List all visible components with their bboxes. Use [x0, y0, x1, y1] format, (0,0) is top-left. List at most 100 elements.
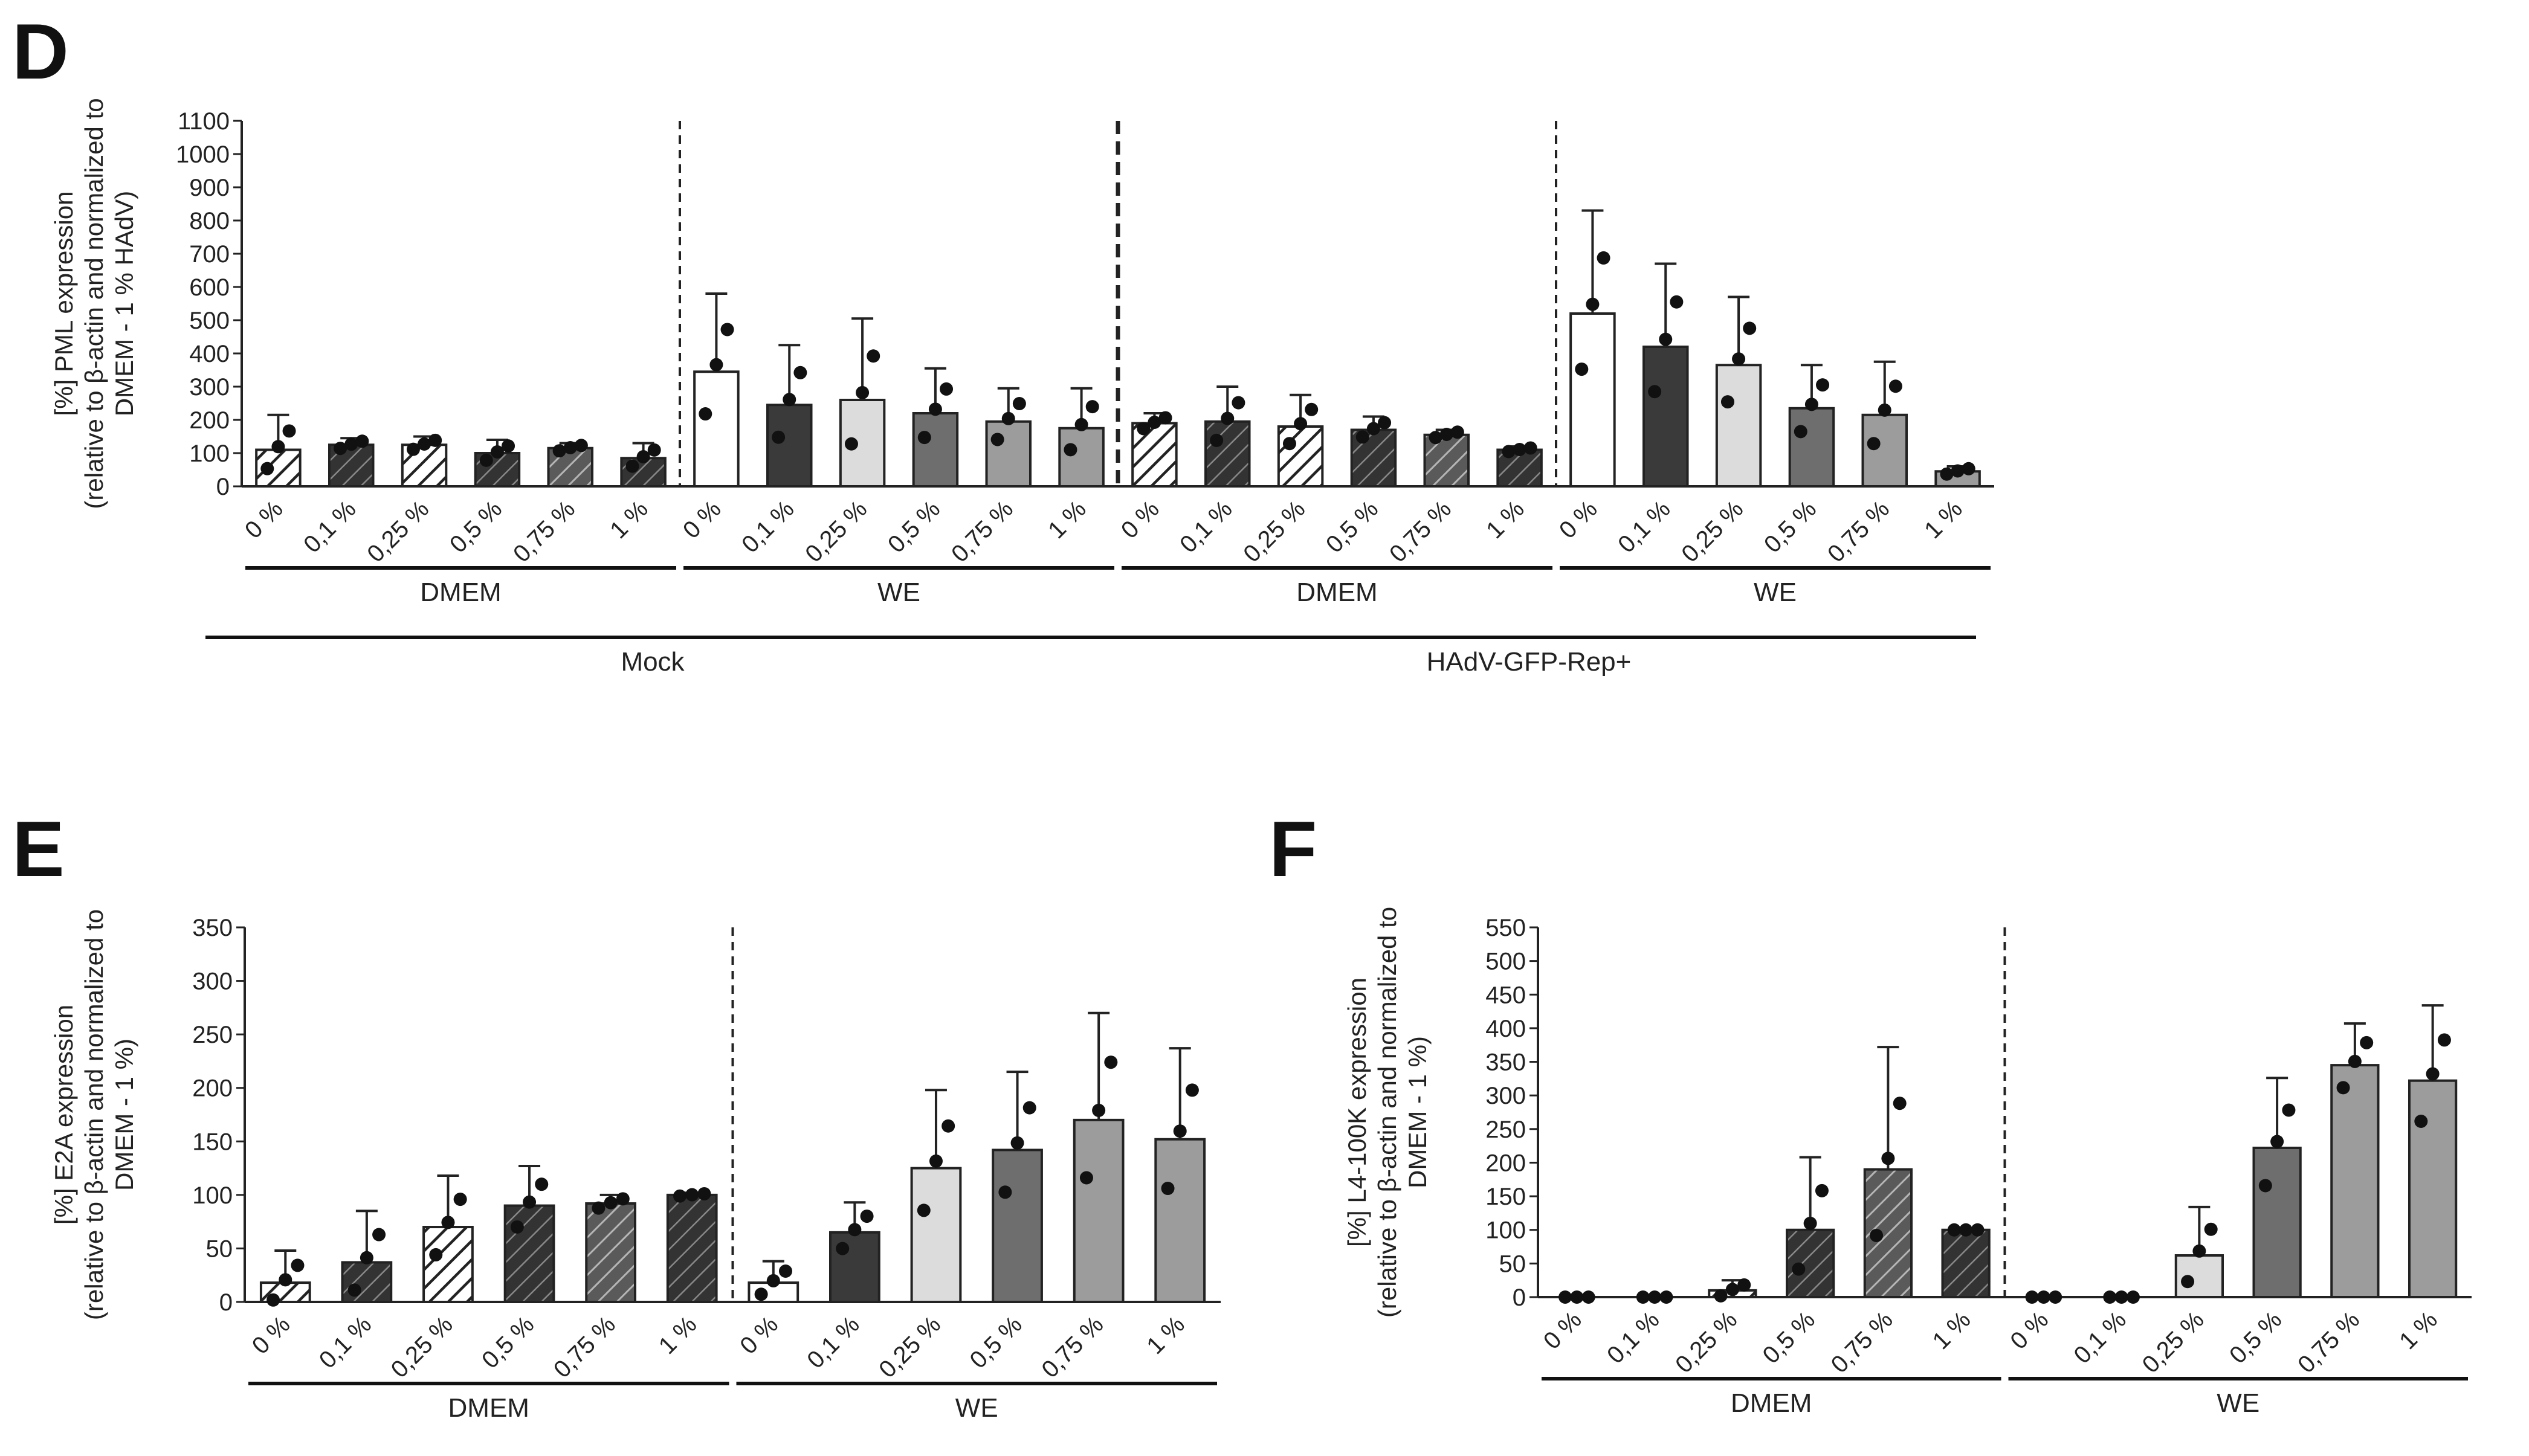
- data-point: [523, 1195, 537, 1209]
- y-tick-label: 0: [216, 474, 230, 500]
- x-tick-label: 0,25 %: [362, 495, 434, 567]
- data-point: [1720, 395, 1734, 409]
- x-tick-label: 1 %: [1928, 1306, 1976, 1355]
- x-tick-label: 0,25 %: [1670, 1306, 1742, 1378]
- data-point: [418, 437, 431, 451]
- data-point: [1725, 1283, 1739, 1297]
- x-tick-label: 0,5 %: [1759, 495, 1821, 558]
- data-point: [1867, 437, 1881, 451]
- x-tick-label: 0,75 %: [508, 495, 580, 567]
- data-point: [1732, 352, 1746, 366]
- y-axis-label: [%] E2A expression (relative to β-actin a…: [50, 909, 138, 1320]
- y-axis-label-line: (relative to β-actin and normalized to: [80, 98, 108, 509]
- data-point: [860, 1210, 874, 1223]
- data-point: [867, 349, 880, 363]
- data-point: [1636, 1290, 1650, 1304]
- data-point: [2049, 1290, 2062, 1304]
- panel-letter-e: E: [12, 805, 65, 893]
- x-tick-label: 0,5 %: [445, 495, 507, 558]
- data-point: [2360, 1036, 2374, 1049]
- data-point: [754, 1287, 768, 1301]
- y-tick-label: 150: [192, 1129, 233, 1155]
- data-point: [1429, 431, 1442, 445]
- x-tick-label: 1 %: [654, 1311, 702, 1359]
- data-point: [1232, 396, 1245, 410]
- y-axis-label-line: [%] E2A expression: [50, 1005, 78, 1225]
- data-point: [1714, 1289, 1728, 1303]
- data-point: [1570, 1290, 1584, 1304]
- x-tick-label: 0,25 %: [2137, 1306, 2209, 1378]
- x-tick-label: 0,25 %: [386, 1311, 458, 1383]
- bar: [910, 1167, 962, 1303]
- group-label: WE: [877, 578, 920, 607]
- data-point: [1085, 400, 1099, 414]
- data-point: [2258, 1179, 2272, 1193]
- data-point: [783, 393, 796, 407]
- data-point: [1648, 1290, 1662, 1304]
- data-point: [1450, 425, 1464, 439]
- x-tick-label: 0 %: [247, 1311, 296, 1359]
- bar: [1073, 1118, 1125, 1304]
- panel-letter-f: F: [1269, 805, 1317, 893]
- supergroup-label: Mock: [621, 647, 685, 677]
- data-point: [1148, 416, 1161, 430]
- x-tick-label: 0,5 %: [1758, 1306, 1820, 1368]
- y-axis-label-line: (relative to β-actin and normalized to: [80, 909, 108, 1320]
- data-point: [1888, 379, 1902, 393]
- data-point: [1947, 1223, 1961, 1237]
- data-point: [1878, 403, 1891, 417]
- x-tick-label: 0,75 %: [946, 495, 1018, 567]
- data-point: [1523, 441, 1537, 455]
- data-point: [1962, 462, 1975, 475]
- bar: [1058, 427, 1105, 488]
- x-tick-label: 0,1 %: [1613, 495, 1675, 558]
- group-label: WE: [955, 1393, 998, 1423]
- y-tick-label: 0: [1513, 1284, 1526, 1311]
- data-point: [502, 439, 515, 453]
- y-axis-label: [%] L4-100K expression (relative to β-act…: [1343, 907, 1432, 1318]
- data-point: [836, 1242, 850, 1255]
- data-point: [1221, 411, 1235, 425]
- data-point: [2126, 1290, 2140, 1304]
- bar: [585, 1202, 636, 1303]
- data-point: [2414, 1114, 2428, 1128]
- bar: [1786, 1228, 1835, 1299]
- data-point: [647, 443, 661, 457]
- data-point: [778, 1264, 792, 1278]
- data-point: [1185, 1083, 1199, 1097]
- data-point: [990, 433, 1004, 446]
- y-tick-label: 50: [1499, 1251, 1526, 1277]
- data-point: [699, 407, 712, 421]
- data-point: [942, 1119, 955, 1133]
- data-point: [1659, 332, 1673, 346]
- data-point: [406, 442, 420, 456]
- data-point: [673, 1189, 687, 1203]
- data-point: [355, 434, 369, 448]
- data-point: [1305, 402, 1319, 416]
- x-tick-label: 0,25 %: [874, 1311, 946, 1383]
- data-point: [279, 1273, 292, 1287]
- x-tick-label: 1 %: [605, 495, 653, 544]
- data-point: [479, 453, 493, 467]
- data-point: [1959, 1223, 1973, 1237]
- data-point: [625, 459, 639, 473]
- y-tick-label: 100: [189, 440, 230, 467]
- data-point: [1294, 417, 1308, 431]
- data-point: [2204, 1222, 2218, 1236]
- data-point: [709, 358, 723, 372]
- data-point: [697, 1187, 711, 1200]
- y-tick-label: 250: [1485, 1116, 1526, 1143]
- data-point: [766, 1274, 780, 1287]
- x-tick-label: 0,75 %: [1826, 1306, 1898, 1378]
- data-point: [1012, 397, 1026, 411]
- data-point: [372, 1228, 386, 1242]
- data-point: [429, 1248, 443, 1261]
- x-tick-label: 0,1 %: [299, 495, 361, 558]
- data-point: [1064, 443, 1077, 457]
- y-tick-label: 150: [1485, 1184, 1526, 1210]
- x-tick-label: 1 %: [2394, 1306, 2443, 1355]
- data-point: [1104, 1055, 1118, 1069]
- data-point: [2025, 1290, 2039, 1304]
- bar: [2330, 1064, 2380, 1299]
- x-tick-label: 0,25 %: [800, 495, 872, 567]
